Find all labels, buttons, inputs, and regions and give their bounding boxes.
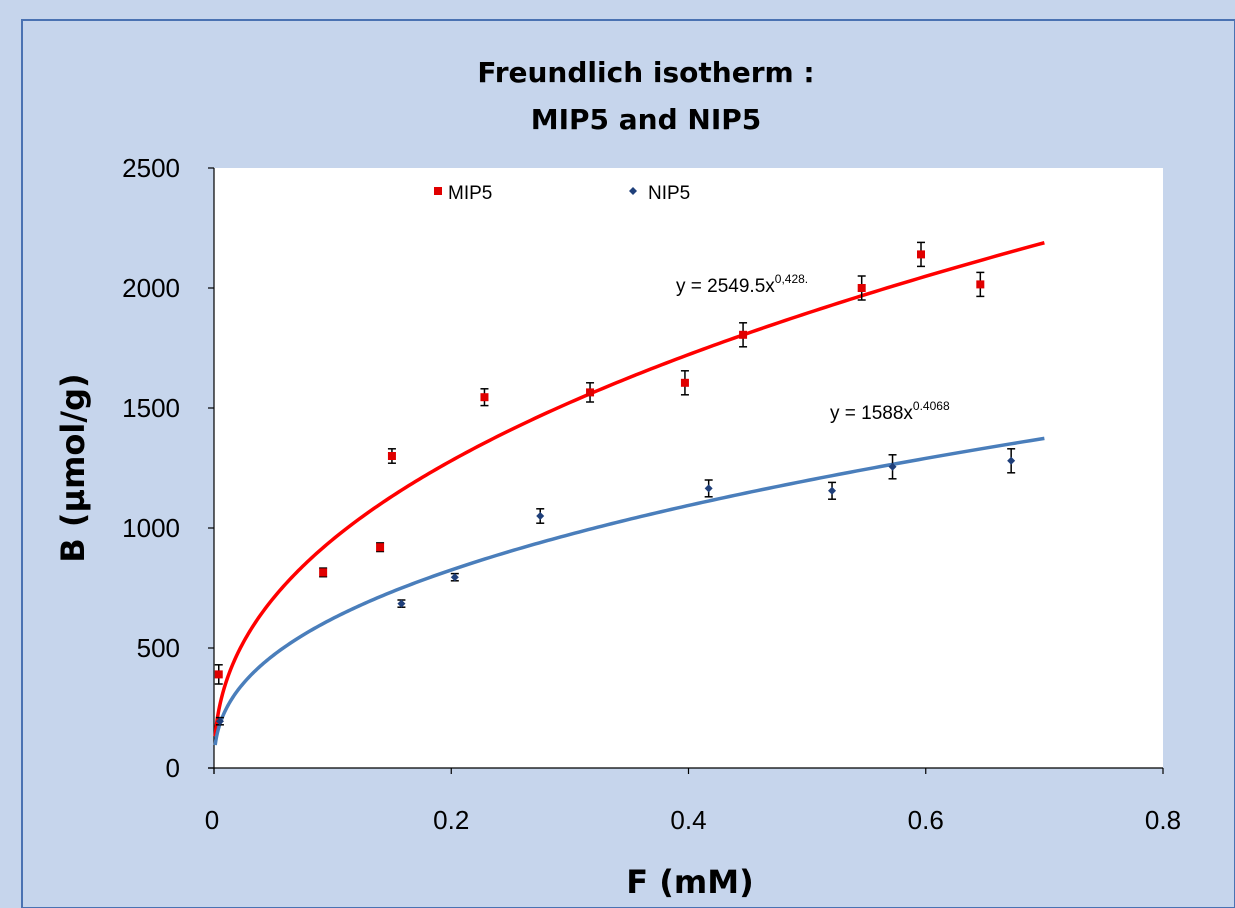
point-mip5 (857, 284, 866, 292)
point-mip5 (586, 388, 595, 397)
equation-mip5-exponent: 0,428. (775, 272, 808, 286)
point-mip5 (739, 330, 748, 339)
legend-label-mip5: MIP5 (448, 183, 492, 204)
equation-mip5: y = 2549.5x0,428. (676, 272, 808, 297)
equation-nip5-exponent: 0.4068 (913, 399, 950, 413)
plot-area (214, 168, 1163, 768)
x-tick-label: 0.6 (908, 805, 944, 835)
legend-marker-nip5 (629, 187, 637, 195)
x-tick-label: 0.8 (1145, 805, 1181, 835)
data-points (214, 241, 1016, 726)
y-tick-label: 2500 (122, 153, 180, 183)
point-nip5 (828, 486, 837, 495)
x-axis-title: F (mM) (626, 863, 753, 901)
point-mip5 (680, 378, 689, 387)
x-tick-label: 0 (205, 805, 219, 835)
point-nip5 (888, 462, 897, 471)
point-nip5 (397, 599, 406, 608)
point-mip5 (319, 568, 328, 577)
y-tick-label: 1500 (122, 393, 180, 423)
point-mip5 (480, 393, 489, 402)
chart-title-line-1: Freundlich isotherm : (477, 56, 814, 89)
point-mip5 (976, 280, 985, 289)
point-mip5 (214, 670, 223, 679)
y-tick-label: 1000 (122, 513, 180, 543)
point-mip5 (376, 543, 385, 552)
y-tick-label: 2000 (122, 273, 180, 303)
y-tick-label: 0 (166, 753, 180, 783)
point-nip5 (215, 717, 224, 726)
equation-nip5-base: y = 1588x (830, 403, 913, 424)
x-tick-label: 0.2 (433, 805, 469, 835)
legend-label-nip5: NIP5 (648, 183, 690, 204)
trendlines (213, 241, 1045, 746)
legend: MIP5 NIP5 (434, 183, 690, 204)
trendline-nip5 (213, 436, 1045, 746)
point-mip5 (387, 452, 396, 460)
y-axis-title: B (µmol/g) (54, 373, 92, 562)
equation-nip5: y = 1588x0.4068 (830, 399, 950, 424)
point-nip5 (704, 484, 713, 493)
equation-mip5-base: y = 2549.5x (676, 276, 775, 297)
legend-marker-mip5 (434, 187, 442, 195)
point-mip5 (917, 250, 926, 259)
point-nip5 (450, 573, 459, 582)
axis-ticks: 0 500 1000 1500 2000 2500 0 0.2 0.4 0.6 0.8 (122, 153, 1181, 835)
y-tick-label: 500 (137, 633, 180, 663)
trendline-mip5 (213, 241, 1045, 737)
chart-title-line-2: MIP5 and NIP5 (531, 103, 762, 136)
point-nip5 (536, 512, 545, 520)
point-nip5 (1007, 456, 1016, 465)
x-tick-label: 0.4 (670, 805, 706, 835)
